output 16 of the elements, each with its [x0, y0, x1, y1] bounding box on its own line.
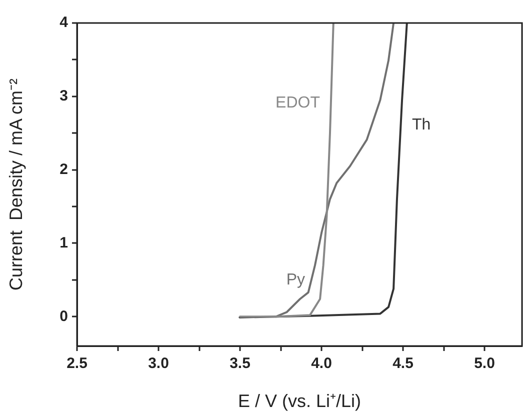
y-tick-label: 1 [60, 234, 68, 252]
x-tick-label: 4.0 [311, 355, 332, 372]
x-tick-label: 5.0 [474, 355, 495, 372]
y-tick-label: 3 [60, 88, 68, 105]
x-tick-label: 3.0 [148, 355, 169, 372]
x-tick-label: 4.5 [392, 355, 414, 372]
series-label: Py [286, 272, 305, 289]
x-tick-label: 3.5 [230, 355, 250, 372]
y-tick-label: 0 [60, 308, 68, 325]
x-axis-title: E / V (vs. Li⁺/Li) [238, 391, 362, 412]
series-label: Th [412, 116, 431, 134]
y-axis-title: Current Density / mA cm⁻² [6, 78, 26, 291]
y-tick-label: 4 [60, 14, 69, 32]
x-tick-label: 2.5 [66, 355, 88, 372]
y-tick-label: 2 [60, 160, 68, 178]
series-label: EDOT [276, 94, 320, 112]
